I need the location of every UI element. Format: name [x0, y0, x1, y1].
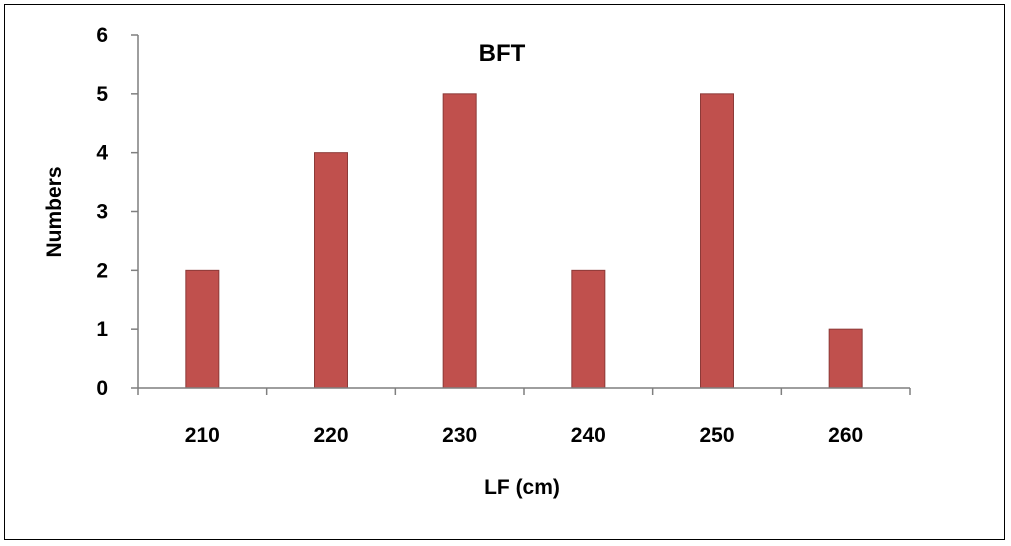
chart-title: BFT	[479, 40, 526, 67]
x-tick-label: 220	[313, 424, 348, 447]
bar-220	[314, 152, 348, 389]
x-axis-title: LF (cm)	[484, 476, 560, 499]
y-tick-label: 4	[96, 142, 108, 165]
x-tick-label: 240	[571, 424, 606, 447]
chart-frame	[4, 4, 1005, 540]
y-tick-label: 1	[96, 318, 108, 341]
y-tick-label: 3	[96, 201, 108, 224]
y-axis-title: Numbers	[43, 166, 66, 257]
bar-240	[571, 269, 606, 389]
y-tick-label: 0	[96, 377, 108, 400]
x-tick-label: 250	[699, 424, 734, 447]
bar-210	[185, 269, 220, 389]
x-tick-label: 210	[185, 424, 220, 447]
y-tick-label: 2	[96, 259, 108, 282]
bar-230	[442, 93, 477, 389]
x-tick-label: 260	[828, 424, 863, 447]
y-tick-label: 5	[96, 83, 108, 106]
bar-260	[828, 328, 863, 389]
y-tick-label: 6	[96, 24, 108, 47]
bar-250	[700, 93, 734, 389]
x-tick-label: 230	[442, 424, 477, 447]
